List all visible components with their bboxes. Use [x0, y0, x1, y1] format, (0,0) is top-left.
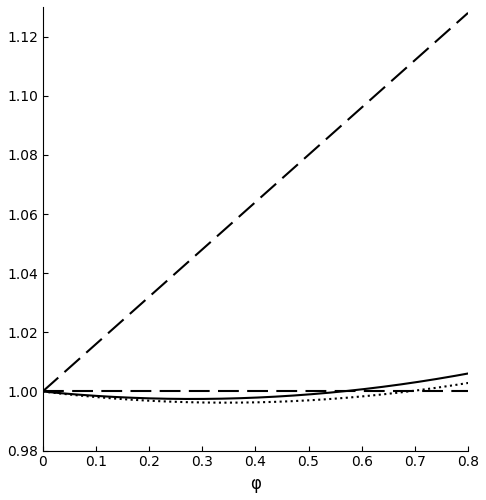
X-axis label: φ: φ: [250, 475, 261, 493]
